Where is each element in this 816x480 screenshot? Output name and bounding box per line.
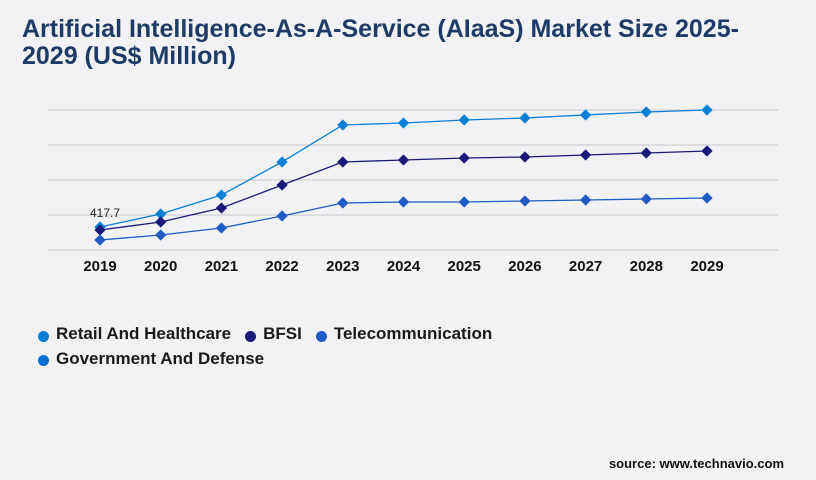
x-tick-label: 2028 xyxy=(630,258,663,275)
data-point xyxy=(337,197,349,209)
x-tick-label: 2022 xyxy=(265,258,298,275)
data-point xyxy=(397,154,410,166)
legend-dot-icon xyxy=(38,330,49,342)
data-point xyxy=(640,193,652,205)
x-tick-label: 2023 xyxy=(326,258,359,275)
data-label: 417.7 xyxy=(90,206,120,220)
data-point xyxy=(94,234,106,246)
legend-label: Retail And Healthcare xyxy=(56,324,232,343)
data-point xyxy=(579,194,592,206)
data-point xyxy=(215,222,228,234)
data-point xyxy=(397,196,410,208)
legend-item: Government And Defense xyxy=(38,347,264,371)
legend-item: Retail And Healthcare xyxy=(38,322,231,346)
data-point xyxy=(155,216,167,228)
legend: Retail And Healthcare BFSI Telecommunicati… xyxy=(38,322,598,371)
legend-dot-icon xyxy=(38,355,49,366)
data-point xyxy=(215,189,228,201)
legend-label: Telecommunication xyxy=(333,324,493,343)
data-point xyxy=(276,179,288,191)
data-point xyxy=(458,196,470,208)
data-point xyxy=(640,106,652,118)
source-text: source: www.technavio.com xyxy=(608,456,784,471)
legend-label: BFSI xyxy=(263,324,302,343)
data-point xyxy=(519,151,531,163)
data-point xyxy=(276,210,288,222)
x-tick-label: 2029 xyxy=(690,258,723,275)
data-point xyxy=(397,117,410,129)
data-point xyxy=(155,229,167,241)
data-point xyxy=(215,202,228,214)
chart-title: Artificial Intelligence-As-A-Service (AI… xyxy=(22,15,739,70)
legend-dot-icon xyxy=(315,330,327,342)
data-point xyxy=(701,104,713,116)
data-point xyxy=(458,152,470,164)
x-tick-label: 2025 xyxy=(448,258,481,275)
data-point xyxy=(519,195,531,207)
x-tick-label: 2020 xyxy=(144,258,177,275)
x-tick-label: 2026 xyxy=(508,258,541,275)
x-tick-label: 2027 xyxy=(569,258,602,275)
x-tick-label: 2019 xyxy=(83,258,116,275)
data-point xyxy=(579,149,592,161)
data-point xyxy=(701,192,713,204)
legend-dot-icon xyxy=(245,330,257,342)
x-tick-label: 2024 xyxy=(387,258,421,275)
data-point xyxy=(337,119,349,131)
data-point xyxy=(640,147,652,159)
legend-item: Telecommunication xyxy=(315,322,493,346)
legend-item: BFSI xyxy=(245,322,302,346)
data-point xyxy=(155,208,167,220)
data-point xyxy=(276,156,288,168)
data-point xyxy=(337,156,349,168)
data-point xyxy=(701,145,713,157)
legend-label: Government And Defense xyxy=(56,348,265,368)
data-point xyxy=(458,114,470,126)
data-point xyxy=(519,112,531,124)
data-point xyxy=(579,109,592,121)
x-tick-label: 2021 xyxy=(205,258,238,275)
